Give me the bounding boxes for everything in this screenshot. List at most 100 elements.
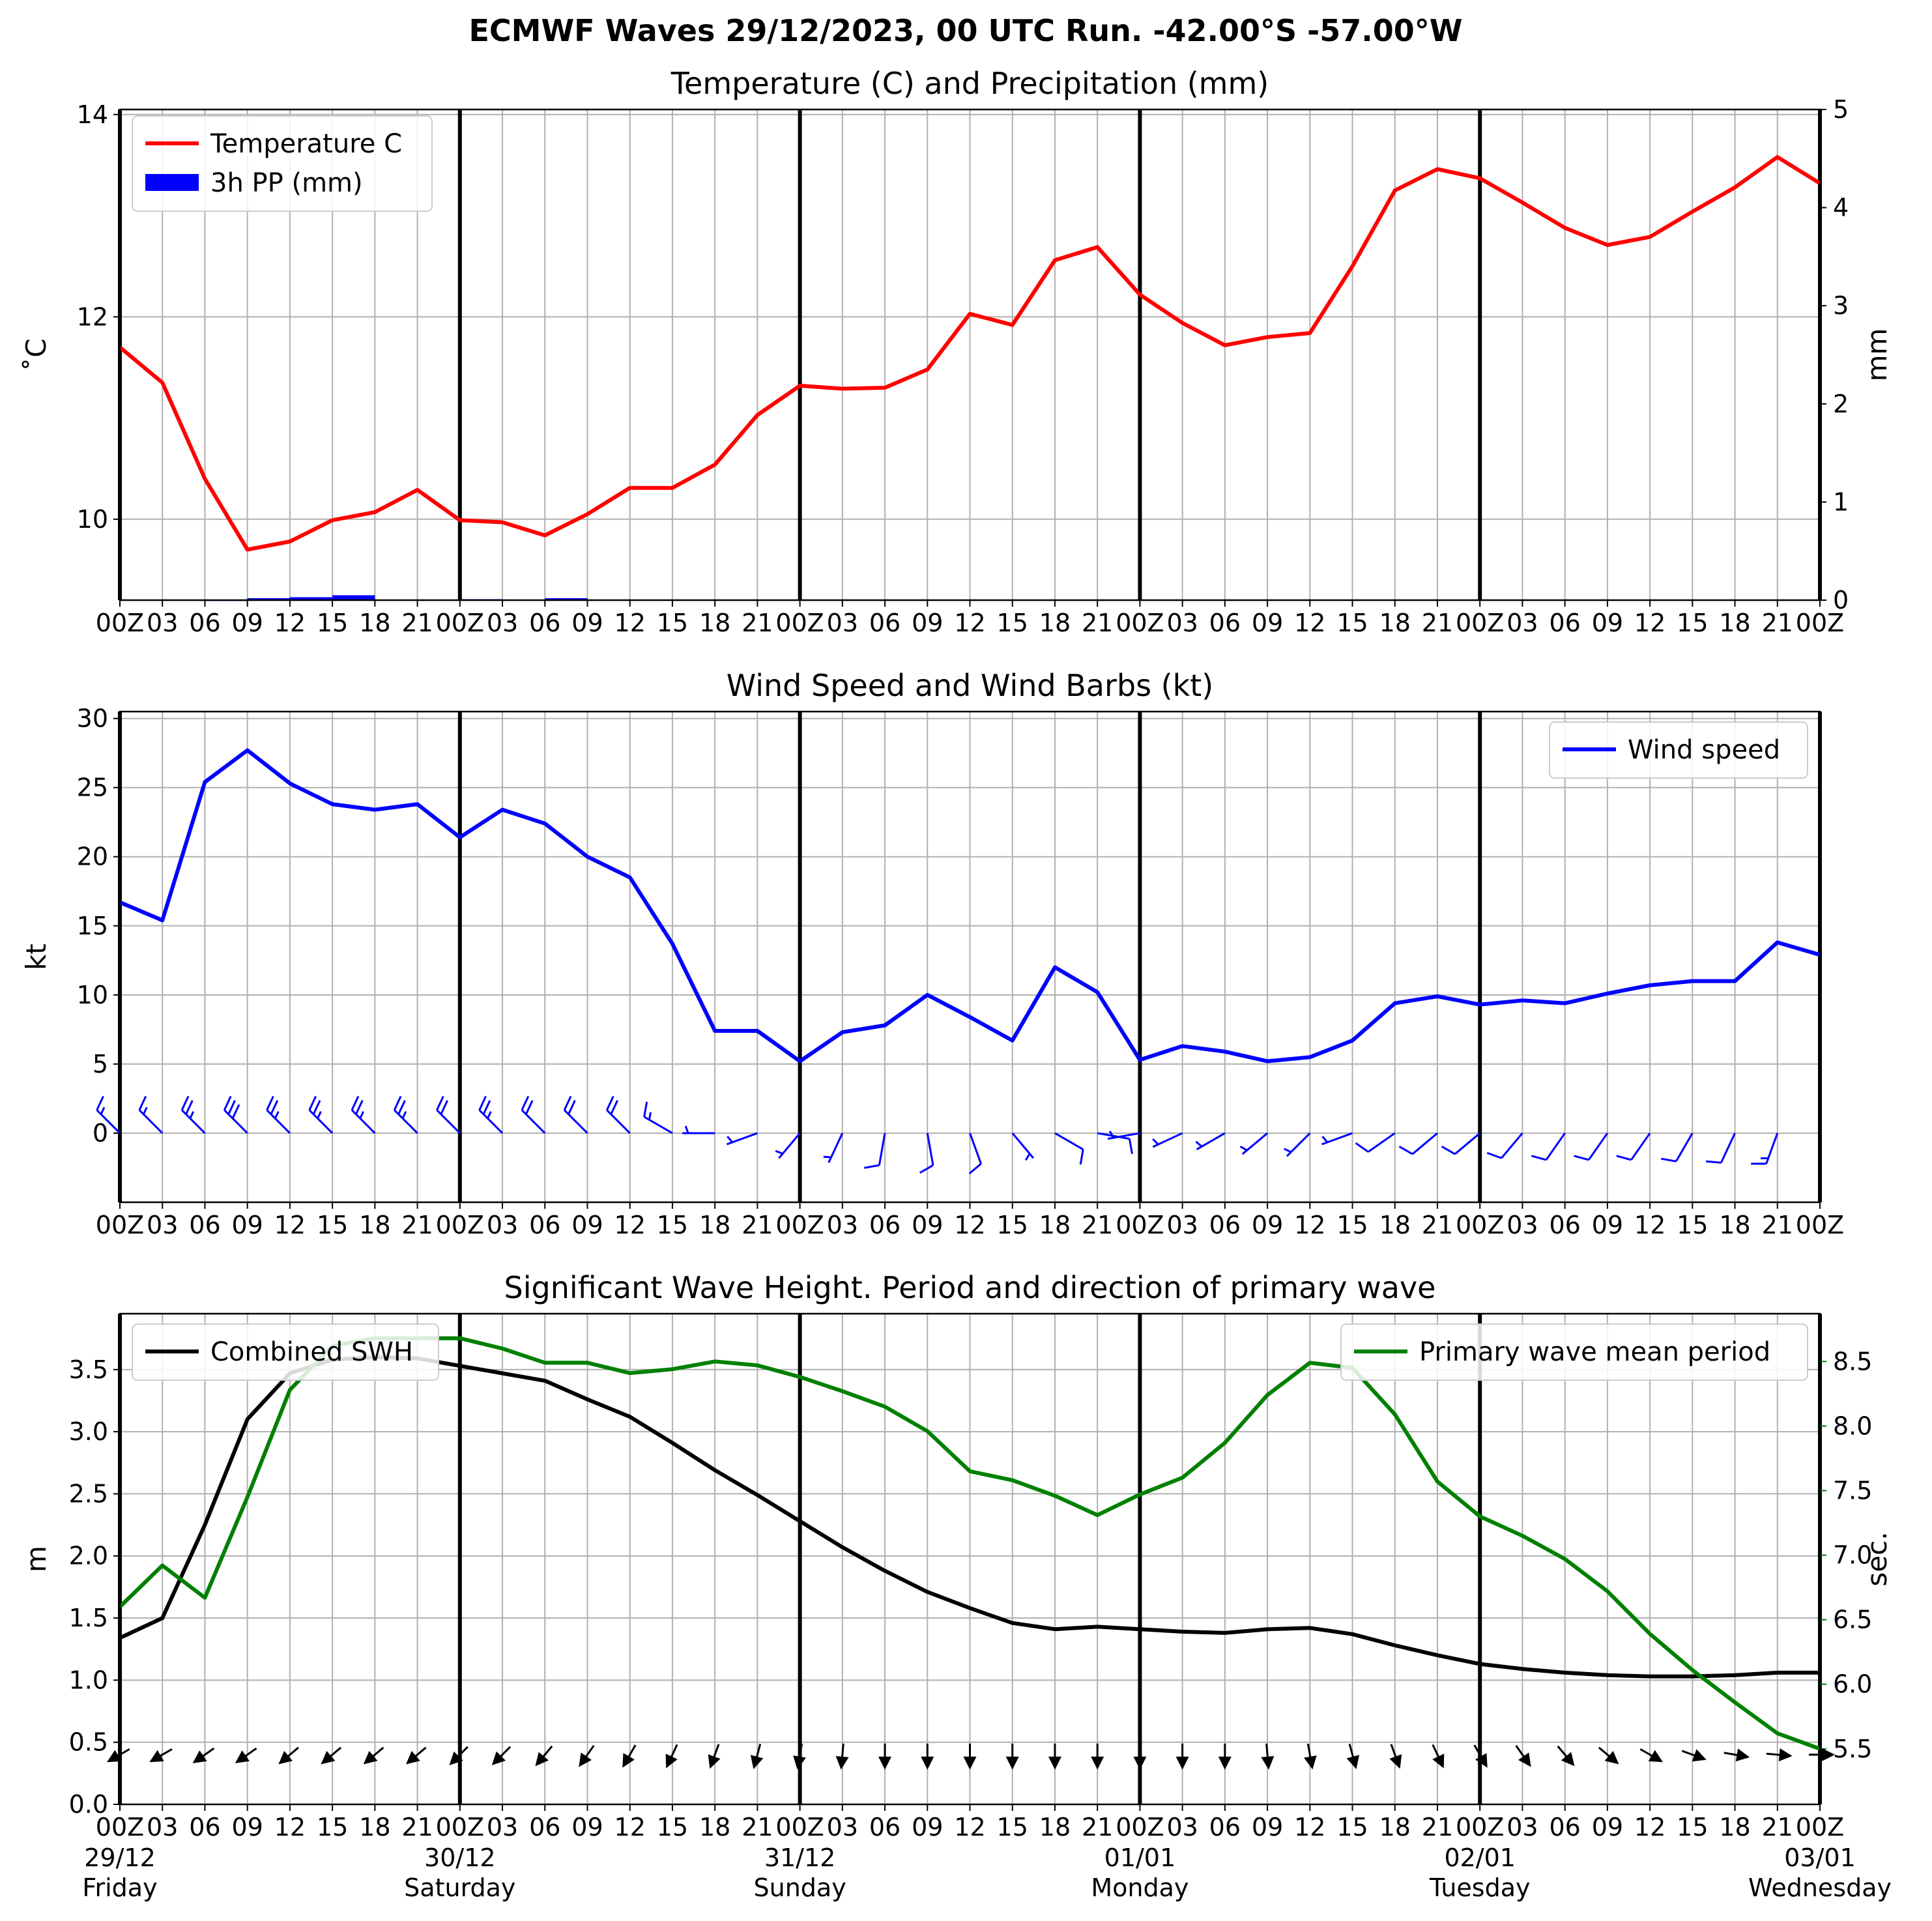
- wave-direction-arrowhead: [1518, 1752, 1531, 1767]
- x-tick-label: 09: [1592, 1813, 1623, 1842]
- x-tick-label: 09: [571, 1813, 603, 1842]
- panel-title: Significant Wave Height. Period and dire…: [504, 1270, 1436, 1305]
- x-tick-label: 09: [912, 1813, 943, 1842]
- y2-tick-label: 8.5: [1833, 1347, 1872, 1376]
- x-tick-label: 18: [1379, 1813, 1411, 1842]
- wind-barb-feather: [100, 1106, 106, 1115]
- x-tick-label: 00Z: [1456, 609, 1504, 637]
- wave-panel: Significant Wave Height. Period and dire…: [20, 1270, 1893, 1902]
- y-axis-label: m: [20, 1546, 52, 1572]
- wind-barb: [1454, 1132, 1481, 1155]
- x-tick-label: 09: [571, 609, 603, 637]
- x-tick-label: 00Z: [1796, 1211, 1844, 1239]
- wind-barb-feather: [568, 1100, 576, 1115]
- x-tick-label: 12: [614, 609, 646, 637]
- wave-direction-arrowhead: [1692, 1749, 1707, 1762]
- wave-direction-arrow: [200, 1747, 215, 1758]
- y-tick-label: 30: [77, 704, 108, 733]
- x-tick-label: 09: [912, 1211, 943, 1239]
- x-tick-label: 03: [1166, 1813, 1198, 1842]
- x-tick-label: 00Z: [1116, 609, 1164, 637]
- wind-barb-feather: [1661, 1157, 1677, 1163]
- x-tick-label: 09: [231, 1211, 263, 1239]
- y-tick-label: 2.5: [69, 1479, 108, 1508]
- y-tick-label: 14: [77, 100, 108, 129]
- wave-direction-arrowhead: [1822, 1748, 1835, 1761]
- x-tick-label: 09: [912, 609, 943, 637]
- x-tick-label: 18: [359, 609, 390, 637]
- x-tick-label: 03: [487, 1813, 518, 1842]
- y2-tick-label: 6.0: [1833, 1670, 1872, 1699]
- x-tick-label: 15: [1336, 1813, 1368, 1842]
- wind-barb-feather: [1486, 1151, 1502, 1159]
- day-date-label: 03/01: [1784, 1843, 1856, 1872]
- wind-barb-feather: [487, 1111, 492, 1119]
- y-tick-label: 5: [93, 1050, 108, 1078]
- wave-direction-arrow: [158, 1748, 173, 1758]
- y-tick-label: 2.0: [69, 1542, 108, 1570]
- x-tick-label: 18: [1379, 1211, 1411, 1239]
- wave-direction-arrowhead: [491, 1751, 506, 1765]
- legend-box: [1549, 721, 1808, 779]
- y-tick-label: 15: [77, 912, 108, 940]
- wind-barb-feather: [274, 1111, 280, 1119]
- wind-barb-feather: [96, 1095, 104, 1111]
- y2-tick-label: 1: [1833, 487, 1849, 516]
- x-tick-label: 03: [147, 1813, 178, 1842]
- x-tick-label: 06: [869, 1813, 901, 1842]
- x-tick-label: 03: [147, 609, 178, 637]
- x-tick-label: 00Z: [1796, 1813, 1844, 1842]
- wave-direction-arrow: [1681, 1750, 1697, 1757]
- y-tick-label: 10: [77, 505, 108, 534]
- wave-direction-arrow: [455, 1746, 469, 1759]
- wind-barb-feather: [223, 1095, 232, 1111]
- wave-direction-arrowhead: [1175, 1756, 1189, 1770]
- x-tick-label: 18: [1719, 1211, 1750, 1239]
- wind-barb-feather: [610, 1100, 618, 1115]
- wind-barb: [969, 1133, 983, 1164]
- x-tick-label: 00Z: [1796, 609, 1844, 637]
- legend-box: [1340, 1323, 1808, 1381]
- x-tick-label: 00Z: [436, 1813, 484, 1842]
- wave-direction-arrow: [1265, 1743, 1269, 1759]
- x-tick-label: 00Z: [775, 609, 824, 637]
- y2-tick-label: 7.0: [1833, 1541, 1872, 1570]
- wind-barb-feather: [521, 1095, 530, 1111]
- wind-barb: [1411, 1132, 1438, 1155]
- wave-direction-arrowhead: [579, 1752, 592, 1767]
- x-tick-label: 12: [954, 1211, 985, 1239]
- wind-barb-feather: [401, 1111, 407, 1119]
- wave-direction-arrowhead: [793, 1755, 806, 1770]
- wave-direction-arrowhead: [1261, 1755, 1275, 1770]
- x-tick-label: 06: [189, 1813, 220, 1842]
- wind-barb-feather: [1284, 1148, 1291, 1153]
- wave-direction-arrowhead: [622, 1753, 635, 1768]
- wind-barb-feather: [919, 1164, 934, 1174]
- wind-barb-feather: [1441, 1146, 1456, 1155]
- x-tick-label: 00Z: [1456, 1813, 1504, 1842]
- wave-direction-arrowhead: [1048, 1756, 1061, 1770]
- day-date-label: 30/12: [424, 1843, 496, 1872]
- wind-barb: [1587, 1133, 1609, 1161]
- wave-direction-arrow: [755, 1743, 762, 1759]
- wind-barb-feather: [308, 1095, 317, 1111]
- x-tick-label: 12: [614, 1813, 646, 1842]
- legend-box: [132, 115, 433, 212]
- x-tick-label: 03: [827, 1211, 858, 1239]
- wind-barb-feather: [185, 1100, 194, 1115]
- x-tick-label: 21: [401, 1813, 433, 1842]
- wave-direction-arrowhead: [278, 1751, 293, 1765]
- x-tick-label: 06: [1209, 609, 1241, 637]
- wind-barb-feather: [1152, 1138, 1159, 1146]
- wind-barb: [1054, 1132, 1084, 1151]
- y-tick-label: 1.5: [69, 1604, 108, 1632]
- x-tick-label: 21: [1762, 1813, 1793, 1842]
- x-tick-label: 00Z: [96, 609, 144, 637]
- wave-direction-arrowhead: [708, 1754, 721, 1769]
- y-tick-label: 3.0: [69, 1417, 108, 1446]
- y2-tick-label: 3: [1833, 291, 1849, 320]
- x-tick-label: 00Z: [436, 1211, 484, 1239]
- x-tick-label: 00Z: [1116, 1813, 1164, 1842]
- wave-direction-arrowhead: [1133, 1756, 1147, 1770]
- axes-frame: [119, 108, 1821, 601]
